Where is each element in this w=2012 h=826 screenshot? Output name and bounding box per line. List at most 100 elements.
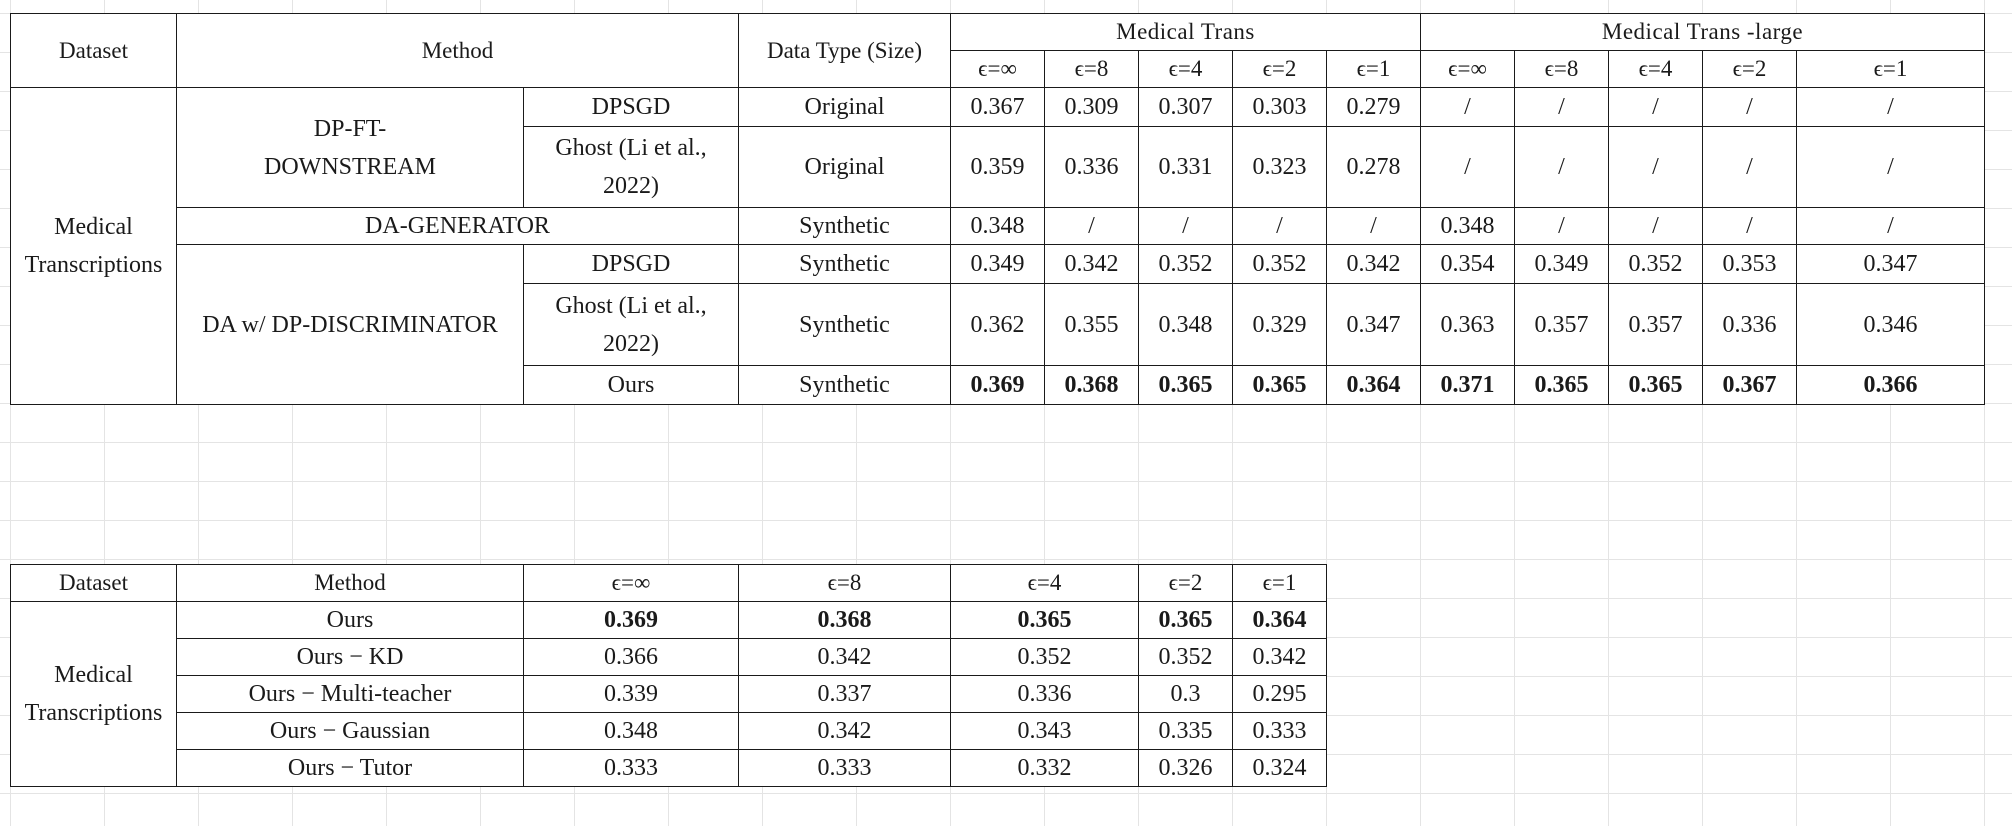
epsilon-header: ϵ=8 bbox=[1044, 50, 1139, 88]
value-cell: 0.365 bbox=[1138, 365, 1233, 405]
value-cell: / bbox=[1702, 207, 1798, 245]
value-cell: / bbox=[1702, 87, 1798, 127]
method-header: Method bbox=[176, 13, 739, 88]
value-cell: 0.365 bbox=[1514, 365, 1610, 405]
table-row: Ours − KD 0.366 0.342 0.352 0.352 0.342 bbox=[11, 638, 1327, 676]
value-cell: 0.342 bbox=[1232, 638, 1327, 676]
value-cell: 0.368 bbox=[738, 601, 951, 639]
value-cell: 0.355 bbox=[1044, 283, 1139, 366]
table-row: DA w/ DP-DISCRIMINATOR DPSGD Synthetic 0… bbox=[11, 244, 1985, 405]
epsilon-header: ϵ=1 bbox=[1325, 50, 1422, 88]
value-cell: 0.342 bbox=[1325, 244, 1422, 284]
value-cell: 0.346 bbox=[1796, 283, 1985, 366]
value-cell: 0.336 bbox=[1044, 126, 1139, 208]
value-cell: 0.366 bbox=[1796, 365, 1985, 405]
value-cell: 0.347 bbox=[1325, 283, 1422, 366]
value-cell: 0.335 bbox=[1138, 712, 1233, 750]
value-cell: 0.309 bbox=[1044, 87, 1139, 127]
value-cell: 0.278 bbox=[1325, 126, 1422, 208]
method-cell: Ours bbox=[176, 601, 524, 639]
value-cell: 0.367 bbox=[1702, 365, 1798, 405]
value-cell: 0.332 bbox=[950, 749, 1139, 787]
value-cell: / bbox=[1420, 126, 1516, 208]
value-cell: 0.279 bbox=[1325, 87, 1422, 127]
value-cell: 0.366 bbox=[523, 638, 739, 676]
dataset-cell: Medical Transcriptions bbox=[10, 601, 177, 787]
sub-method-cell: DPSGD bbox=[523, 244, 739, 284]
value-cell: / bbox=[1138, 207, 1233, 245]
table-row: Ours − Multi-teacher 0.339 0.337 0.336 0… bbox=[11, 675, 1327, 713]
value-cell: 0.337 bbox=[738, 675, 951, 713]
value-cell: / bbox=[1796, 126, 1985, 208]
sub-method-cell: DPSGD bbox=[523, 87, 739, 127]
value-cell: 0.365 bbox=[1138, 601, 1233, 639]
value-cell: 0.324 bbox=[1232, 749, 1327, 787]
table-row: Ours Synthetic 0.369 0.368 0.365 0.365 0… bbox=[11, 365, 1985, 405]
value-cell: 0.336 bbox=[950, 675, 1139, 713]
sub-method-cell: Ours bbox=[523, 365, 739, 405]
method-group-cell: DA-GENERATOR bbox=[176, 207, 739, 245]
method-cell: Ours − Multi-teacher bbox=[176, 675, 524, 713]
value-cell: 0.357 bbox=[1608, 283, 1704, 366]
value-cell: 0.365 bbox=[1608, 365, 1704, 405]
medical-trans-group-header: Medical Trans bbox=[949, 13, 1422, 51]
sub-method-cell: Ghost (Li et al., 2022) bbox=[523, 126, 739, 208]
value-cell: 0.364 bbox=[1325, 365, 1422, 405]
value-cell: 0.348 bbox=[523, 712, 739, 750]
table-row: Ours − Tutor 0.333 0.333 0.332 0.326 0.3… bbox=[11, 749, 1327, 787]
value-cell: 0.352 bbox=[950, 638, 1139, 676]
value-cell: 0.326 bbox=[1138, 749, 1233, 787]
value-cell: 0.348 bbox=[950, 207, 1045, 245]
value-cell: 0.353 bbox=[1702, 244, 1798, 284]
value-cell: 0.331 bbox=[1138, 126, 1233, 208]
value-cell: 0.371 bbox=[1420, 365, 1516, 405]
value-cell: 0.349 bbox=[1514, 244, 1610, 284]
value-cell: 0.329 bbox=[1232, 283, 1327, 366]
method-header: Method bbox=[176, 564, 524, 602]
value-cell: 0.333 bbox=[523, 749, 739, 787]
value-cell: 0.365 bbox=[1232, 365, 1327, 405]
value-cell: 0.3 bbox=[1138, 675, 1233, 713]
epsilon-header: ϵ=4 bbox=[1608, 50, 1704, 88]
value-cell: 0.369 bbox=[523, 601, 739, 639]
data-type-cell: Synthetic bbox=[738, 207, 951, 245]
value-cell: 0.307 bbox=[1138, 87, 1233, 127]
table-row: Medical Transcriptions Ours 0.369 0.368 … bbox=[10, 601, 1327, 787]
value-cell: 0.368 bbox=[1044, 365, 1139, 405]
epsilon-header: ϵ=4 bbox=[950, 564, 1139, 602]
epsilon-header: ϵ=2 bbox=[1702, 50, 1798, 88]
value-cell: 0.348 bbox=[1138, 283, 1233, 366]
value-cell: / bbox=[1044, 207, 1139, 245]
medical-trans-large-group-header: Medical Trans -large bbox=[1420, 13, 1985, 51]
dataset-cell: Medical Transcriptions bbox=[10, 87, 177, 405]
value-cell: 0.303 bbox=[1232, 87, 1327, 127]
epsilon-header: ϵ=2 bbox=[1138, 564, 1233, 602]
table-row: Ghost (Li et al., 2022) Synthetic 0.362 … bbox=[11, 283, 1985, 366]
value-cell: 0.352 bbox=[1138, 638, 1233, 676]
method-group-cell: DA w/ DP-DISCRIMINATOR bbox=[176, 244, 524, 405]
value-cell: / bbox=[1608, 126, 1704, 208]
value-cell: 0.295 bbox=[1232, 675, 1327, 713]
epsilon-header: ϵ=∞ bbox=[523, 564, 739, 602]
value-cell: 0.352 bbox=[1608, 244, 1704, 284]
value-cell: 0.354 bbox=[1420, 244, 1516, 284]
value-cell: 0.352 bbox=[1138, 244, 1233, 284]
value-cell: 0.347 bbox=[1796, 244, 1985, 284]
epsilon-header: ϵ=8 bbox=[738, 564, 951, 602]
sub-method-cell: Ghost (Li et al., 2022) bbox=[523, 283, 739, 366]
method-cell: Ours − KD bbox=[176, 638, 524, 676]
data-type-cell: Synthetic bbox=[738, 244, 951, 284]
epsilon-header: ϵ=∞ bbox=[1420, 50, 1516, 88]
value-cell: / bbox=[1702, 126, 1798, 208]
value-cell: 0.363 bbox=[1420, 283, 1516, 366]
value-cell: 0.359 bbox=[950, 126, 1045, 208]
value-cell: 0.342 bbox=[738, 638, 951, 676]
value-cell: / bbox=[1608, 207, 1704, 245]
value-cell: / bbox=[1796, 207, 1985, 245]
value-cell: 0.336 bbox=[1702, 283, 1798, 366]
value-cell: / bbox=[1796, 87, 1985, 127]
value-cell: 0.365 bbox=[950, 601, 1139, 639]
table-header-row: Dataset Method ϵ=∞ ϵ=8 ϵ=4 ϵ=2 ϵ=1 bbox=[10, 564, 1327, 602]
value-cell: 0.323 bbox=[1232, 126, 1327, 208]
data-type-cell: Synthetic bbox=[738, 283, 951, 366]
